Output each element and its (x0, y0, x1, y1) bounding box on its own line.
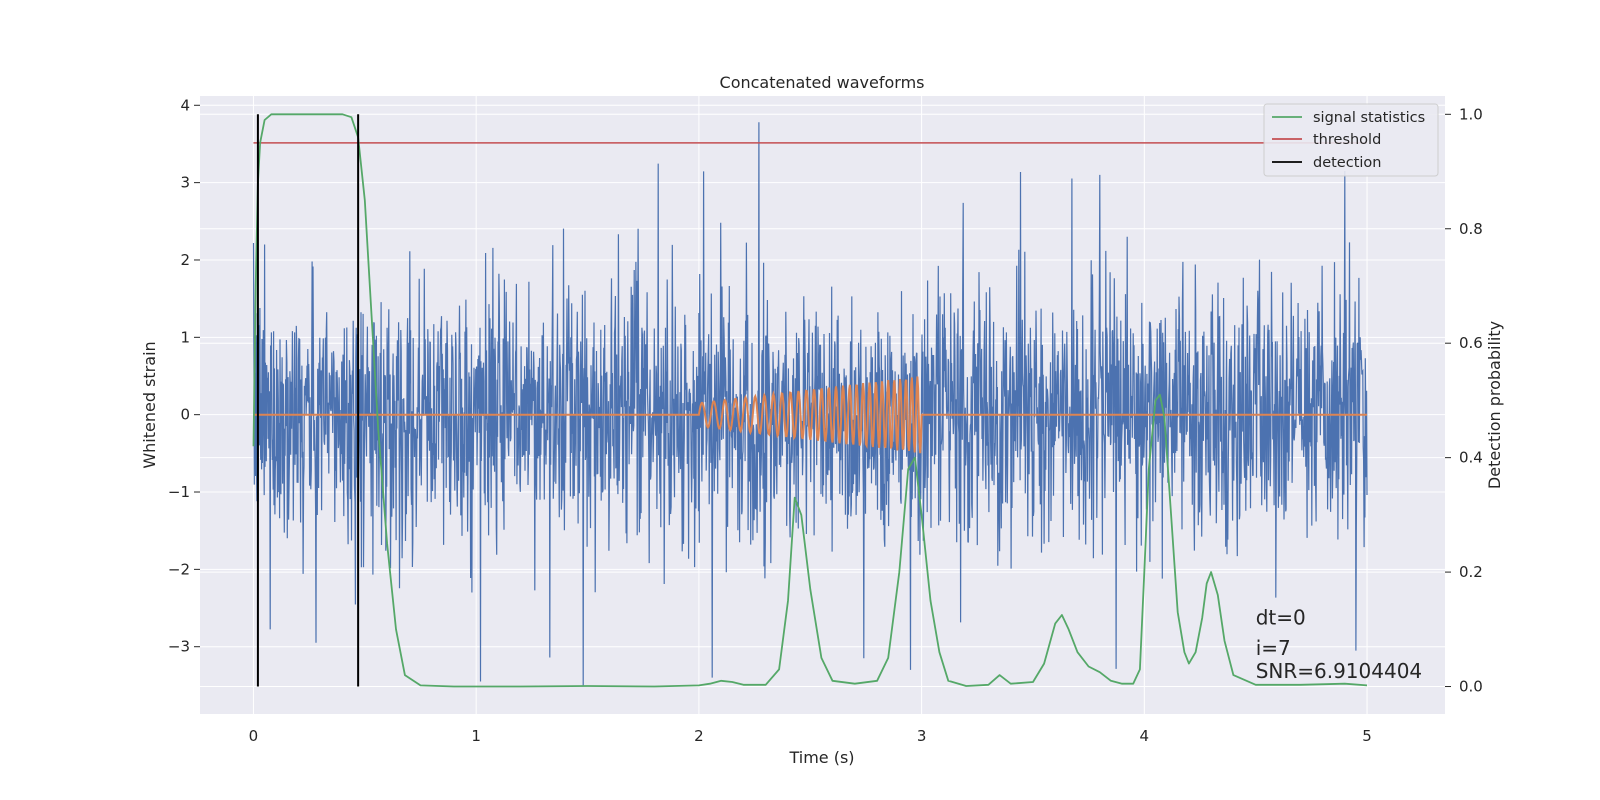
annotations: dt=0 i=7 SNR=6.9104404 (1256, 606, 1422, 683)
legend-label-detection: detection (1313, 155, 1381, 171)
x-tick-label: 5 (1362, 727, 1372, 745)
y-tick-label: −3 (168, 638, 190, 656)
chart-title: Concatenated waveforms (720, 73, 925, 92)
y2-axis-ticks: 0.0 0.2 0.4 0.6 0.8 1.0 (1445, 105, 1483, 696)
legend: signal statistics threshold detection (1263, 103, 1439, 177)
x-tick-label: 0 (249, 727, 259, 745)
legend-label-threshold: threshold (1313, 132, 1381, 148)
annotation-dt: dt=0 (1256, 606, 1306, 630)
y-axis-label: Whitened strain (140, 341, 159, 468)
y-tick-label: 2 (180, 251, 190, 269)
y2-tick-label: 0.0 (1459, 678, 1483, 696)
y2-tick-label: 0.6 (1459, 334, 1483, 352)
y2-tick-label: 0.4 (1459, 449, 1483, 467)
strain-line (252, 122, 1368, 686)
y-tick-label: 1 (180, 328, 190, 346)
legend-label-signal-statistics: signal statistics (1313, 110, 1425, 126)
x-tick-label: 4 (1140, 727, 1150, 745)
x-axis-label: Time (s) (788, 748, 854, 767)
y-tick-label: −1 (168, 483, 190, 501)
y2-tick-label: 0.2 (1459, 563, 1483, 581)
y-tick-label: 4 (180, 96, 190, 114)
signal-statistics-line (252, 113, 1368, 688)
y-tick-label: 3 (180, 174, 190, 192)
y2-axis-label: Detection probability (1485, 321, 1504, 489)
x-tick-label: 2 (694, 727, 704, 745)
injected-waveform-series (253, 376, 1367, 454)
y-tick-label: −2 (168, 560, 190, 578)
y2-tick-label: 0.8 (1459, 220, 1483, 238)
y-axis-ticks: −3 −2 −1 0 1 2 3 4 (168, 96, 200, 656)
signal-statistics-series (252, 113, 1368, 688)
detection-series (256, 114, 360, 687)
strain-series (252, 122, 1368, 686)
annotation-snr: SNR=6.9104404 (1256, 659, 1422, 683)
annotation-i: i=7 (1256, 636, 1291, 660)
x-tick-label: 3 (917, 727, 927, 745)
y2-tick-label: 1.0 (1459, 105, 1483, 123)
y-tick-label: 0 (180, 406, 190, 424)
injected-waveform-line (253, 376, 1367, 454)
x-tick-label: 1 (471, 727, 481, 745)
legend-box (1263, 103, 1439, 177)
x-axis-ticks: 0 1 2 3 4 5 (249, 727, 1372, 745)
